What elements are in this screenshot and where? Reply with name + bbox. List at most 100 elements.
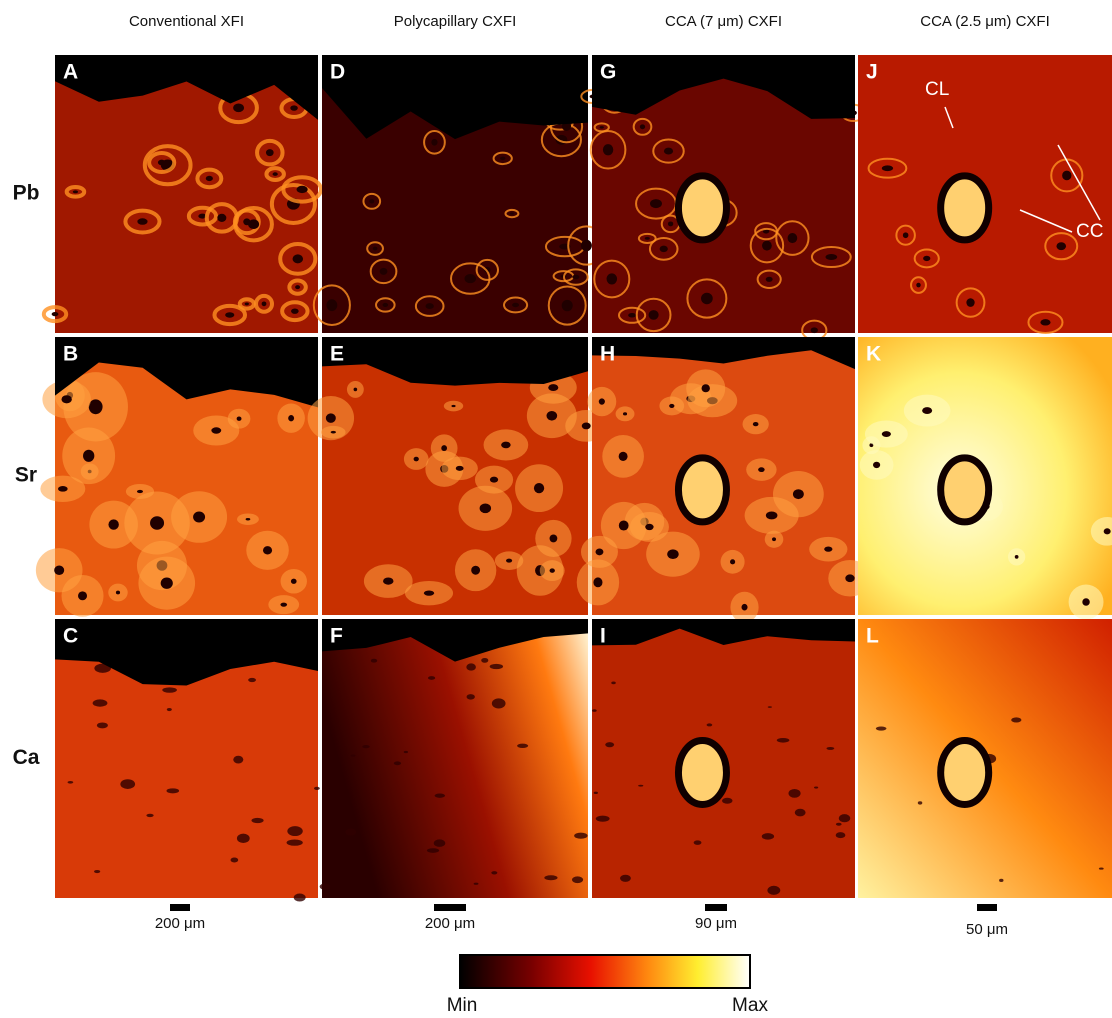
lacuna	[394, 761, 401, 765]
panel-label: I	[600, 625, 606, 648]
lacuna	[594, 792, 598, 794]
canal	[354, 388, 358, 392]
image-panel	[44, 55, 321, 333]
lacuna	[592, 709, 597, 712]
canal	[581, 240, 592, 251]
canal	[293, 254, 304, 263]
lacuna	[434, 839, 446, 847]
lacuna	[351, 754, 356, 756]
lacuna	[544, 875, 557, 880]
canal	[193, 511, 205, 522]
lacuna	[767, 886, 780, 895]
canal	[137, 218, 147, 225]
scale-bar-label: 90 μm	[695, 915, 737, 932]
canal	[426, 303, 434, 309]
panel-label: F	[330, 625, 343, 648]
lacuna	[694, 840, 702, 845]
canal	[603, 144, 613, 155]
row-label: Sr	[15, 464, 37, 487]
canal	[619, 520, 629, 530]
lacuna	[876, 726, 887, 730]
canal	[262, 301, 267, 306]
canal	[793, 489, 804, 499]
canal	[599, 398, 605, 404]
image-panel	[858, 55, 1112, 333]
canal	[702, 384, 710, 392]
annotation: CL	[925, 79, 949, 100]
canal	[280, 603, 287, 607]
lacuna	[839, 814, 850, 822]
canal	[1062, 171, 1071, 181]
column-header: CCA (7 μm) CXFI	[665, 13, 782, 30]
canal	[510, 212, 514, 214]
canal	[645, 237, 650, 240]
lacuna	[788, 789, 800, 798]
lacuna	[435, 793, 445, 797]
panel-label: E	[330, 343, 344, 366]
canal	[296, 186, 307, 193]
image-panel	[36, 337, 318, 617]
lacuna	[1011, 717, 1021, 722]
lacuna	[287, 839, 303, 845]
canal	[500, 157, 505, 160]
canal	[534, 483, 544, 493]
figure: ADGJBEHKCFILConventional XFIPolycapillar…	[0, 0, 1112, 1018]
canal	[61, 395, 71, 403]
canal	[628, 313, 636, 318]
canal	[1056, 242, 1066, 250]
image-panel	[320, 619, 588, 898]
lacuna	[490, 664, 503, 669]
lacuna	[120, 779, 135, 789]
canal	[649, 310, 659, 320]
canal	[772, 537, 776, 541]
canal	[217, 214, 226, 222]
canal	[701, 293, 713, 304]
image-panel	[581, 55, 865, 340]
lacuna	[620, 875, 631, 882]
canal	[1082, 598, 1089, 605]
canal	[58, 486, 68, 492]
lacuna	[722, 798, 732, 804]
canal	[660, 246, 668, 253]
canal	[295, 285, 300, 289]
canal	[824, 547, 832, 552]
canal	[873, 462, 880, 468]
canal	[623, 412, 627, 415]
canal	[753, 422, 759, 426]
canal	[966, 298, 974, 307]
lacuna	[918, 801, 923, 804]
central-canal	[678, 176, 726, 240]
canal	[464, 274, 476, 283]
canal	[766, 511, 778, 519]
scale-bar	[705, 904, 727, 911]
canal	[288, 415, 294, 421]
canal	[246, 518, 251, 520]
lacuna	[466, 663, 476, 670]
lacuna	[474, 883, 479, 885]
lacuna	[427, 848, 439, 853]
panel-label: J	[866, 61, 878, 84]
image-panel	[592, 619, 855, 898]
canal	[490, 477, 498, 483]
lacuna	[605, 742, 614, 747]
canal	[73, 190, 78, 193]
canal	[788, 233, 798, 243]
lacuna	[762, 833, 774, 839]
canal	[54, 565, 64, 574]
canal	[326, 299, 337, 311]
canal	[923, 256, 930, 261]
canal	[245, 303, 249, 306]
column-header: Conventional XFI	[129, 13, 244, 30]
canal	[668, 221, 673, 226]
scale-bar-label: 200 μm	[155, 915, 205, 932]
canal	[1104, 528, 1111, 534]
canal	[811, 327, 818, 333]
lacuna	[146, 814, 153, 817]
lacuna	[481, 658, 488, 663]
panel-label: G	[600, 61, 616, 84]
canal	[1015, 555, 1019, 559]
canal	[550, 568, 555, 572]
canal	[572, 275, 579, 280]
panel-label: B	[63, 343, 78, 366]
lacuna	[611, 681, 615, 684]
